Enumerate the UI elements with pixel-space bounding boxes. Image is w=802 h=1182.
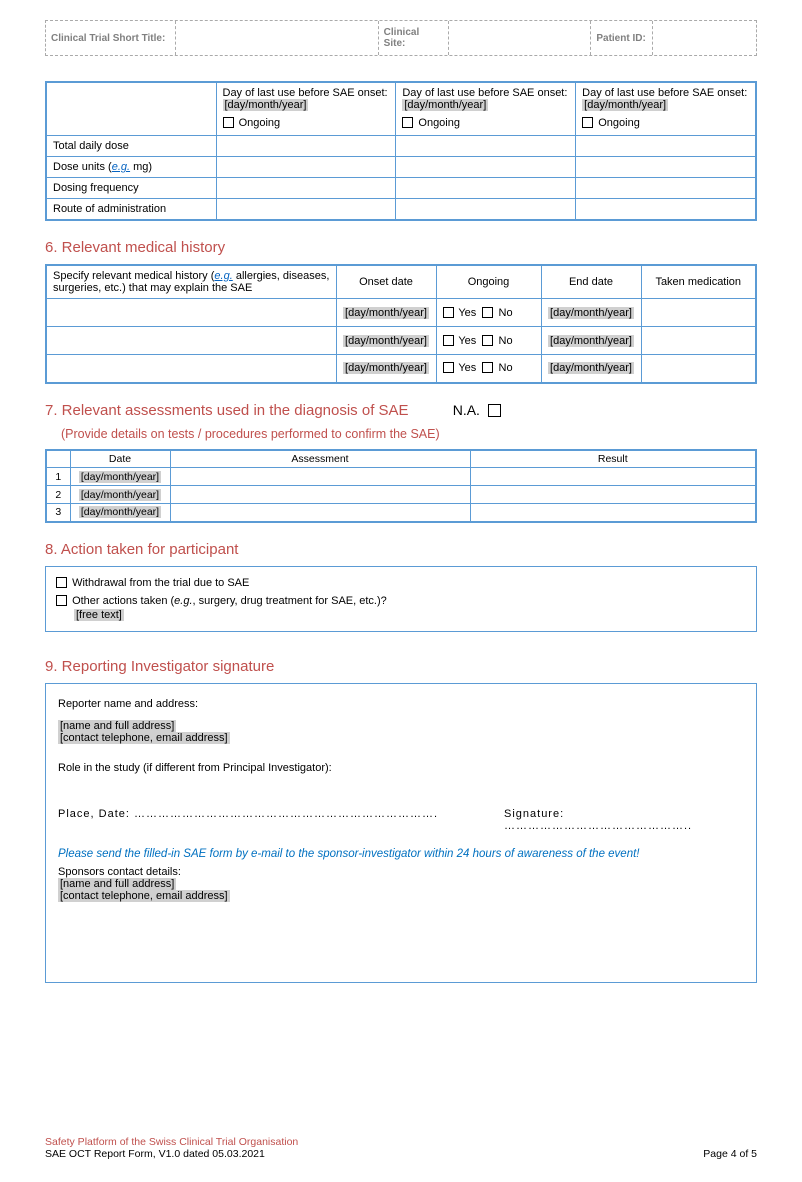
footer-org: Safety Platform of the Swiss Clinical Tr… bbox=[45, 1136, 298, 1148]
free-text-ph[interactable]: [free text] bbox=[74, 609, 124, 621]
dose-col3-header: Day of last use before SAE onset: [day/m… bbox=[576, 82, 756, 136]
result-header: Result bbox=[470, 450, 756, 468]
sponsor-label: Sponsors contact details: bbox=[58, 866, 744, 878]
contact-ph[interactable]: [contact telephone, email address] bbox=[58, 732, 230, 744]
dose-row-freq: Dosing frequency bbox=[46, 178, 756, 199]
trial-title-label: Clinical Trial Short Title: bbox=[46, 21, 176, 55]
assess-header: Assessment bbox=[170, 450, 470, 468]
dose-table: Day of last use before SAE onset: [day/m… bbox=[45, 81, 757, 221]
assessment-table: Date Assessment Result 1 [day/month/year… bbox=[45, 449, 757, 523]
ongoing-checkbox-3[interactable] bbox=[582, 117, 593, 128]
name-ph[interactable]: [name and full address] bbox=[58, 720, 176, 732]
ongoing-header: Ongoing bbox=[436, 265, 541, 299]
history-table: Specify relevant medical history (e.g. a… bbox=[45, 264, 757, 384]
trial-title-value[interactable] bbox=[176, 21, 379, 55]
section8-title: 8. Action taken for participant bbox=[45, 541, 757, 558]
role-label: Role in the study (if different from Pri… bbox=[58, 762, 744, 774]
no-checkbox[interactable] bbox=[482, 307, 493, 318]
signature-line[interactable]: Signature: ……………………………………….. bbox=[504, 808, 744, 832]
na-checkbox[interactable] bbox=[488, 404, 501, 417]
reporter-label: Reporter name and address: bbox=[58, 698, 744, 710]
section6-title: 6. Relevant medical history bbox=[45, 239, 757, 256]
history-row: [day/month/year] Yes No [day/month/year] bbox=[46, 355, 756, 383]
medication-header: Taken medication bbox=[641, 265, 756, 299]
withdraw-label: Withdrawal from the trial due to SAE bbox=[72, 577, 249, 589]
dose-row-route: Route of administration bbox=[46, 199, 756, 221]
yes-checkbox[interactable] bbox=[443, 307, 454, 318]
sponsor-contact-ph[interactable]: [contact telephone, email address] bbox=[58, 890, 230, 902]
withdraw-checkbox[interactable] bbox=[56, 577, 67, 588]
dose-col2-header: Day of last use before SAE onset: [day/m… bbox=[396, 82, 576, 136]
ongoing-checkbox-2[interactable] bbox=[402, 117, 413, 128]
page-number: Page 4 of 5 bbox=[703, 1148, 757, 1160]
yes-checkbox[interactable] bbox=[443, 335, 454, 346]
dose-freq-label: Dosing frequency bbox=[46, 178, 216, 199]
patient-value[interactable] bbox=[653, 21, 756, 55]
assess-row: 2 [day/month/year] bbox=[46, 486, 756, 504]
header-box: Clinical Trial Short Title: Clinical Sit… bbox=[45, 20, 757, 56]
dose-row-total: Total daily dose bbox=[46, 136, 756, 157]
site-label: Clinical Site: bbox=[379, 21, 449, 55]
dose-total-label: Total daily dose bbox=[46, 136, 216, 157]
sponsor-name-ph[interactable]: [name and full address] bbox=[58, 878, 176, 890]
page-footer: Safety Platform of the Swiss Clinical Tr… bbox=[45, 1136, 757, 1160]
action-box: Withdrawal from the trial due to SAE Oth… bbox=[45, 566, 757, 632]
onset-header: Onset date bbox=[336, 265, 436, 299]
history-spec-label: Specify relevant medical history (e.g. a… bbox=[46, 265, 336, 299]
section7-title: 7. Relevant assessments used in the diag… bbox=[45, 402, 757, 419]
signature-box: Reporter name and address: [name and ful… bbox=[45, 683, 757, 983]
ongoing-checkbox-1[interactable] bbox=[223, 117, 234, 128]
site-value[interactable] bbox=[449, 21, 592, 55]
dose-col1-header: Day of last use before SAE onset: [day/m… bbox=[216, 82, 396, 136]
dose-route-label: Route of administration bbox=[46, 199, 216, 221]
dose-row-units: Dose units (e.g. mg) bbox=[46, 157, 756, 178]
other-checkbox[interactable] bbox=[56, 595, 67, 606]
assess-date-header: Date bbox=[70, 450, 170, 468]
history-row: [day/month/year] Yes No [day/month/year] bbox=[46, 299, 756, 327]
end-header: End date bbox=[541, 265, 641, 299]
footer-version: SAE OCT Report Form, V1.0 dated 05.03.20… bbox=[45, 1148, 298, 1160]
no-checkbox[interactable] bbox=[482, 362, 493, 373]
send-notice: Please send the filled-in SAE form by e-… bbox=[58, 848, 744, 860]
history-row: [day/month/year] Yes No [day/month/year] bbox=[46, 327, 756, 355]
section7-sub: (Provide details on tests / procedures p… bbox=[61, 427, 757, 441]
dose-units-label: Dose units (e.g. mg) bbox=[46, 157, 216, 178]
place-date[interactable]: Place, Date: …………………………………………………………………. bbox=[58, 808, 504, 832]
yes-checkbox[interactable] bbox=[443, 362, 454, 373]
patient-label: Patient ID: bbox=[591, 21, 653, 55]
no-checkbox[interactable] bbox=[482, 335, 493, 346]
dose-blank-header bbox=[46, 82, 216, 136]
other-label: Other actions taken (e.g., surgery, drug… bbox=[72, 595, 387, 607]
assess-row: 1 [day/month/year] bbox=[46, 468, 756, 486]
assess-row: 3 [day/month/year] bbox=[46, 504, 756, 522]
section9-title: 9. Reporting Investigator signature bbox=[45, 658, 757, 675]
